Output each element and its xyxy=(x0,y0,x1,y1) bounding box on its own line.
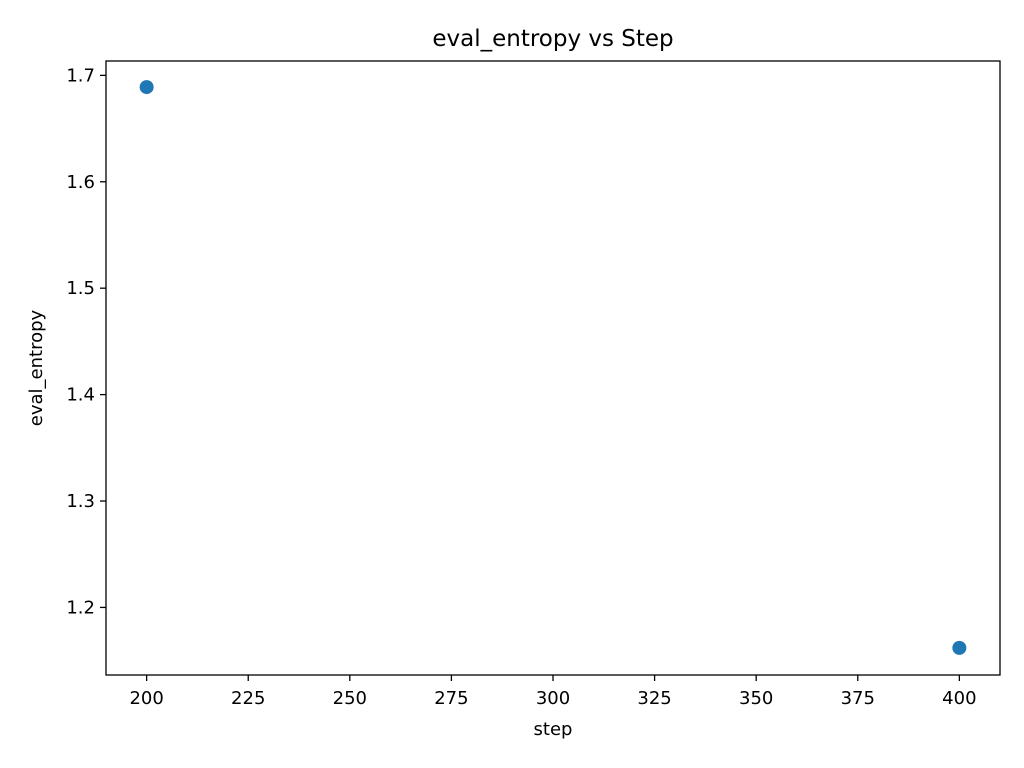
y-tick-label: 1.6 xyxy=(66,172,95,193)
plot-frame xyxy=(105,60,1001,676)
x-tick-label: 375 xyxy=(841,688,875,709)
y-tick-label: 1.3 xyxy=(66,491,95,512)
x-tick-label: 225 xyxy=(231,688,265,709)
y-tick-label: 1.4 xyxy=(66,385,95,406)
x-axis: 200 225 250 275 300 325 350 375 400 xyxy=(129,675,977,709)
x-tick-label: 350 xyxy=(739,688,773,709)
y-tick-label: 1.7 xyxy=(66,65,95,86)
data-point xyxy=(952,640,967,655)
x-tick-label: 250 xyxy=(333,688,367,709)
y-tick-label: 1.5 xyxy=(66,278,95,299)
x-axis-label: step xyxy=(534,719,573,740)
data-points xyxy=(139,80,967,655)
y-axis: 1.2 1.3 1.4 1.5 1.6 1.7 xyxy=(66,65,106,618)
data-point xyxy=(139,80,154,95)
x-tick-label: 325 xyxy=(637,688,671,709)
y-tick-label: 1.2 xyxy=(66,597,95,618)
x-tick-label: 300 xyxy=(536,688,570,709)
x-tick-label: 400 xyxy=(942,688,976,709)
x-tick-label: 200 xyxy=(129,688,163,709)
chart-title: eval_entropy vs Step xyxy=(432,26,673,52)
y-axis-label: eval_entropy xyxy=(26,309,47,426)
x-tick-label: 275 xyxy=(434,688,468,709)
